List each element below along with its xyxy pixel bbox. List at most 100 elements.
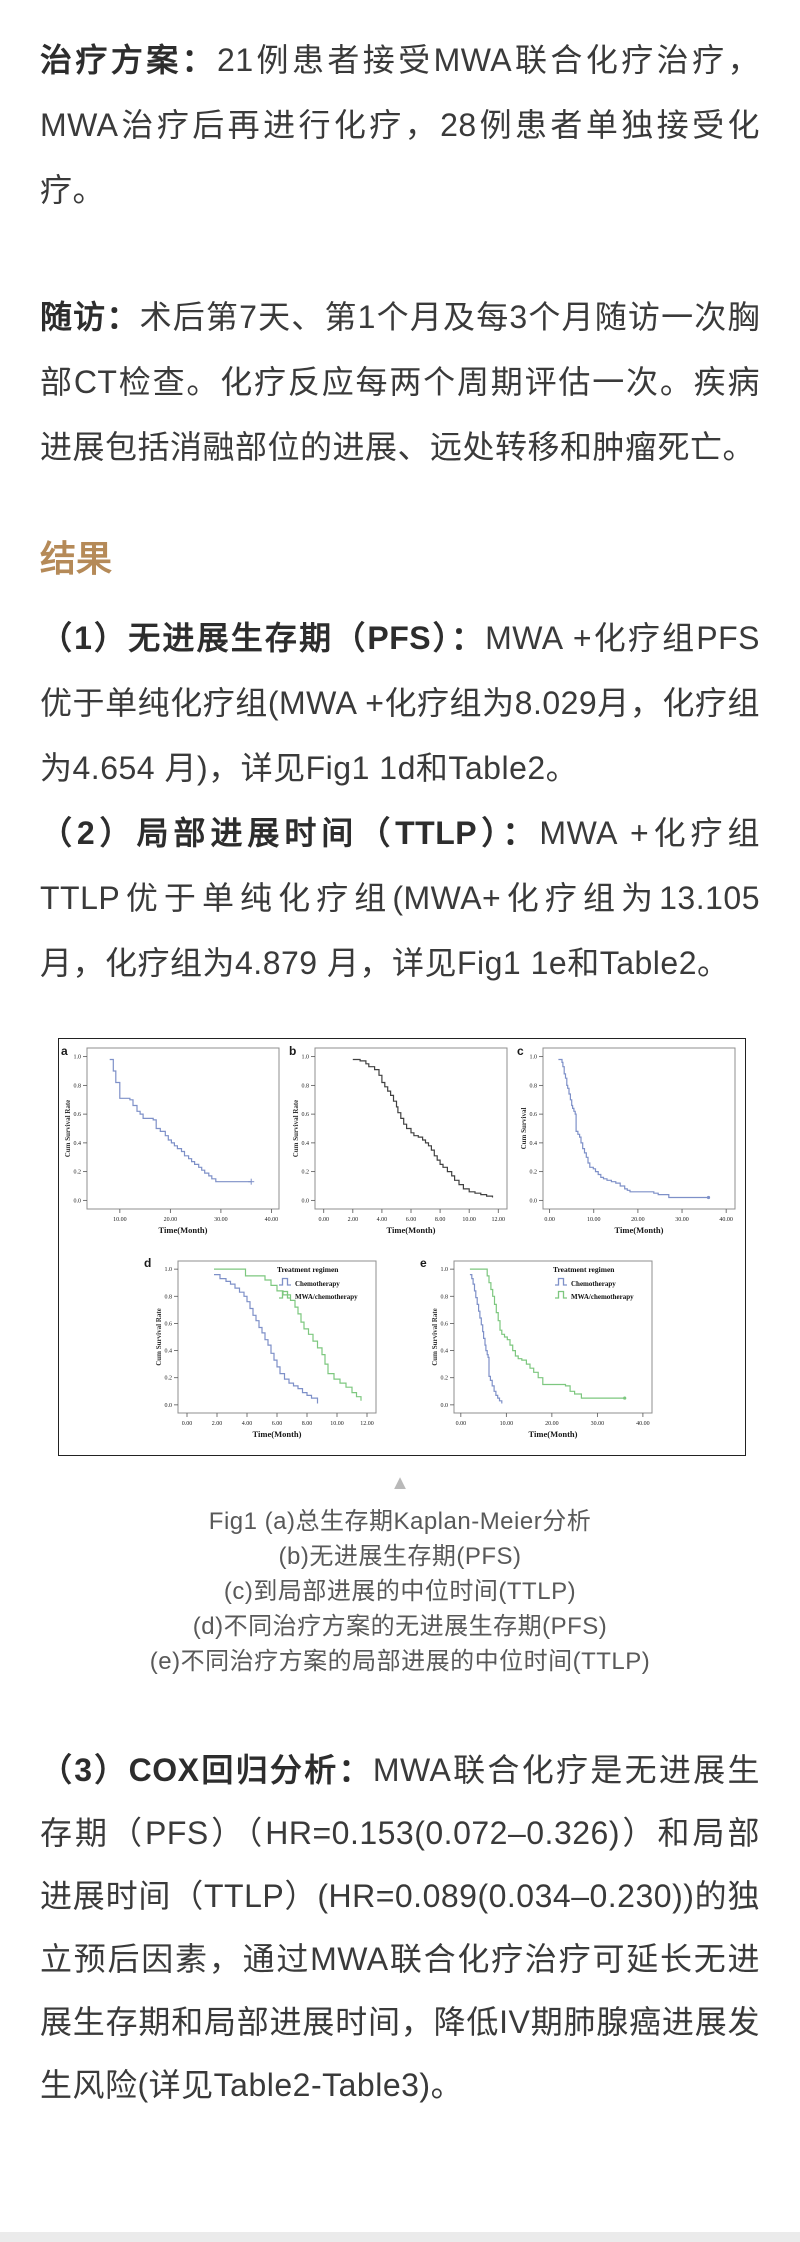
svg-text:Cum Survival Rate: Cum Survival Rate <box>431 1308 439 1366</box>
svg-text:0.0: 0.0 <box>441 1403 449 1409</box>
svg-text:4.00: 4.00 <box>242 1421 253 1427</box>
svg-text:0.4: 0.4 <box>74 1141 82 1147</box>
caption-line-d: (d)不同治疗方案的无进展生存期(PFS) <box>192 1613 608 1640</box>
svg-text:0.0: 0.0 <box>165 1403 173 1409</box>
paragraph-treatment-plan: 治疗方案：21例患者接受MWA联合化疗治疗，MWA治疗后再进行化疗，28例患者单… <box>40 28 760 223</box>
svg-text:10.00: 10.00 <box>500 1421 514 1427</box>
caption-line-a: Fig1 (a)总生存期Kaplan-Meier分析 <box>208 1508 592 1535</box>
svg-text:MWA/chemotherapy: MWA/chemotherapy <box>295 1293 358 1301</box>
svg-text:Treatment regimen: Treatment regimen <box>277 1265 339 1274</box>
svg-text:1.0: 1.0 <box>441 1267 449 1273</box>
section-heading-results: 结果 <box>40 538 113 580</box>
svg-text:0.4: 0.4 <box>441 1349 449 1355</box>
svg-text:4.00: 4.00 <box>377 1217 388 1223</box>
svg-text:e: e <box>420 1256 427 1270</box>
figure-frame: a 0.0 0.2 0.4 0.6 0.8 1.0 10.00 20.00 30.00 40.00 C… <box>58 1038 746 1456</box>
svg-text:0.2: 0.2 <box>530 1170 538 1176</box>
svg-text:MWA/chemotherapy: MWA/chemotherapy <box>571 1293 634 1301</box>
svg-text:Treatment regimen: Treatment regimen <box>553 1265 615 1274</box>
paragraph-text-treatment: 21例患者接受MWA联合化疗治疗，MWA治疗后再进行化疗，28例患者单独接受化疗… <box>40 42 760 208</box>
svg-text:Chemotherapy: Chemotherapy <box>295 1280 340 1288</box>
page-bottom-edge <box>0 2232 800 2242</box>
svg-text:0.6: 0.6 <box>302 1112 310 1118</box>
article-body: 治疗方案：21例患者接受MWA联合化疗治疗，MWA治疗后再进行化疗，28例患者单… <box>40 28 760 2103</box>
svg-text:1.0: 1.0 <box>74 1055 82 1061</box>
svg-text:d: d <box>144 1256 151 1270</box>
caption-line-b: (b)无进展生存期(PFS) <box>278 1543 522 1570</box>
km-panel-b: b 0.0 0.2 0.4 0.6 0.8 1.0 0.00 2.00 4.00 6.00 8.00 1… <box>289 1042 515 1250</box>
svg-text:2.00: 2.00 <box>212 1421 223 1427</box>
svg-text:1.0: 1.0 <box>302 1055 310 1061</box>
svg-text:10.00: 10.00 <box>330 1421 344 1427</box>
km-panel-e: e 0.0 0.2 0.4 0.6 0.8 1.0 0.00 10.00 20.00 30.00 40… <box>420 1254 660 1455</box>
figure-row-top: a 0.0 0.2 0.4 0.6 0.8 1.0 10.00 20.00 30.00 40.00 C… <box>59 1042 745 1250</box>
paragraph-text-followup: 术后第7天、第1个月及每3个月随访一次胸部CT检查。化疗反应每两个周期评估一次。… <box>40 299 760 465</box>
svg-text:0.2: 0.2 <box>302 1170 310 1176</box>
svg-text:0.00: 0.00 <box>456 1421 467 1427</box>
svg-text:0.8: 0.8 <box>530 1083 538 1089</box>
caption-line-e: (e)不同治疗方案的局部进展的中位时间(TTLP) <box>149 1648 651 1675</box>
svg-text:0.6: 0.6 <box>530 1112 538 1118</box>
svg-text:1.0: 1.0 <box>530 1055 538 1061</box>
svg-text:Cum Survival: Cum Survival <box>520 1108 528 1150</box>
svg-text:b: b <box>289 1044 296 1058</box>
result-lead-cox: （3）COX回归分析： <box>40 1752 373 1788</box>
svg-text:0.6: 0.6 <box>441 1321 449 1327</box>
svg-text:Cum Survival Rate: Cum Survival Rate <box>155 1308 163 1366</box>
paragraph-result-pfs: （1）无进展生存期（PFS）：MWA +化疗组PFS优于单纯化疗组(MWA +化… <box>40 606 760 801</box>
svg-text:0.00: 0.00 <box>182 1421 193 1427</box>
paragraph-lead-treatment: 治疗方案： <box>40 42 218 78</box>
svg-text:0.00: 0.00 <box>544 1217 555 1223</box>
svg-text:2.00: 2.00 <box>348 1217 359 1223</box>
svg-text:0.4: 0.4 <box>530 1141 538 1147</box>
result-text-cox: MWA联合化疗是无进展生存期（PFS）（HR=0.153(0.072–0.326… <box>40 1752 760 2103</box>
svg-text:40.00: 40.00 <box>265 1217 279 1223</box>
svg-text:40.00: 40.00 <box>719 1217 733 1223</box>
svg-text:10.00: 10.00 <box>113 1217 127 1223</box>
svg-text:8.00: 8.00 <box>435 1217 446 1223</box>
svg-text:30.00: 30.00 <box>591 1421 605 1427</box>
paragraph-result-ttlp: （2）局部进展时间（TTLP）：MWA +化疗组TTLP优于单纯化疗组(MWA+… <box>40 801 760 996</box>
km-chart-svg-e: e 0.0 0.2 0.4 0.6 0.8 1.0 0.00 10.00 20.00 30.00 40… <box>420 1256 653 1439</box>
svg-text:0.8: 0.8 <box>165 1294 173 1300</box>
svg-text:Time(Month): Time(Month) <box>159 1225 208 1235</box>
svg-text:Cum Survival Rate: Cum Survival Rate <box>64 1100 72 1158</box>
svg-text:20.00: 20.00 <box>631 1217 645 1223</box>
km-chart-svg-a: a 0.0 0.2 0.4 0.6 0.8 1.0 10.00 20.00 30.00 40.00 C… <box>61 1044 280 1235</box>
svg-text:0.2: 0.2 <box>74 1170 82 1176</box>
figure-caption: Fig1 (a)总生存期Kaplan-Meier分析 (b)无进展生存期(PFS… <box>40 1504 760 1679</box>
svg-text:6.00: 6.00 <box>272 1421 283 1427</box>
km-panel-a: a 0.0 0.2 0.4 0.6 0.8 1.0 10.00 20.00 30.00 40.00 C… <box>61 1042 287 1250</box>
result-lead-pfs: （1）无进展生存期（PFS）： <box>40 620 486 656</box>
svg-text:Chemotherapy: Chemotherapy <box>571 1280 616 1288</box>
result-lead-ttlp: （2）局部进展时间（TTLP）： <box>40 815 540 851</box>
svg-text:c: c <box>517 1044 524 1058</box>
svg-text:Time(Month): Time(Month) <box>387 1225 436 1235</box>
svg-text:10.00: 10.00 <box>462 1217 476 1223</box>
svg-text:0.6: 0.6 <box>74 1112 82 1118</box>
svg-text:Time(Month): Time(Month) <box>529 1429 578 1439</box>
svg-text:20.00: 20.00 <box>164 1217 178 1223</box>
svg-text:0.4: 0.4 <box>302 1141 310 1147</box>
svg-text:0.2: 0.2 <box>165 1376 173 1382</box>
svg-text:20.00: 20.00 <box>545 1421 559 1427</box>
svg-text:12.00: 12.00 <box>492 1217 506 1223</box>
svg-text:a: a <box>61 1044 68 1058</box>
svg-text:12.00: 12.00 <box>360 1421 374 1427</box>
caption-line-c: (c)到局部进展的中位时间(TTLP) <box>223 1578 577 1605</box>
svg-text:0.8: 0.8 <box>74 1083 82 1089</box>
svg-text:0.2: 0.2 <box>441 1376 449 1382</box>
km-figure: a 0.0 0.2 0.4 0.6 0.8 1.0 10.00 20.00 30.00 40.00 C… <box>40 1038 760 1456</box>
svg-text:Time(Month): Time(Month) <box>615 1225 664 1235</box>
svg-text:0.0: 0.0 <box>302 1198 310 1204</box>
svg-text:30.00: 30.00 <box>675 1217 689 1223</box>
svg-text:40.00: 40.00 <box>636 1421 650 1427</box>
svg-text:0.8: 0.8 <box>441 1294 449 1300</box>
svg-text:6.00: 6.00 <box>406 1217 417 1223</box>
km-chart-svg-c: c 0.0 0.2 0.4 0.6 0.8 1.0 0.00 10.00 20.00 30.00 40… <box>517 1044 736 1235</box>
svg-text:0.4: 0.4 <box>165 1349 173 1355</box>
result-text-ttlp: MWA +化疗组TTLP优于单纯化疗组(MWA+化疗组为13.105 月，化疗组… <box>40 815 760 981</box>
svg-text:30.00: 30.00 <box>214 1217 228 1223</box>
km-chart-svg-d: d 0.0 0.2 0.4 0.6 0.8 1.0 0.00 2.00 4.00 6.00 8.00 1… <box>144 1256 377 1439</box>
svg-text:0.6: 0.6 <box>165 1321 173 1327</box>
